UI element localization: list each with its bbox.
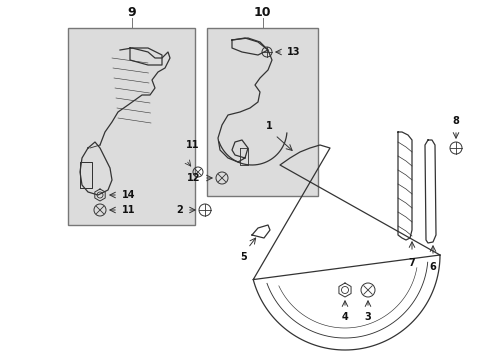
Text: 11: 11 — [122, 205, 135, 215]
Text: 6: 6 — [429, 262, 435, 272]
Text: 4: 4 — [341, 312, 347, 322]
Text: 13: 13 — [286, 47, 300, 57]
Text: 2: 2 — [176, 205, 183, 215]
Text: 8: 8 — [451, 116, 459, 126]
Text: 7: 7 — [408, 258, 414, 268]
Bar — [206, 28, 317, 196]
Text: 3: 3 — [364, 312, 370, 322]
Text: 14: 14 — [122, 190, 135, 200]
Text: 10: 10 — [253, 5, 271, 18]
Text: 5: 5 — [240, 252, 247, 262]
Text: 9: 9 — [127, 5, 136, 18]
Bar — [68, 28, 195, 225]
Text: 1: 1 — [265, 121, 272, 131]
Text: 11: 11 — [186, 140, 199, 150]
Text: 12: 12 — [186, 173, 200, 183]
